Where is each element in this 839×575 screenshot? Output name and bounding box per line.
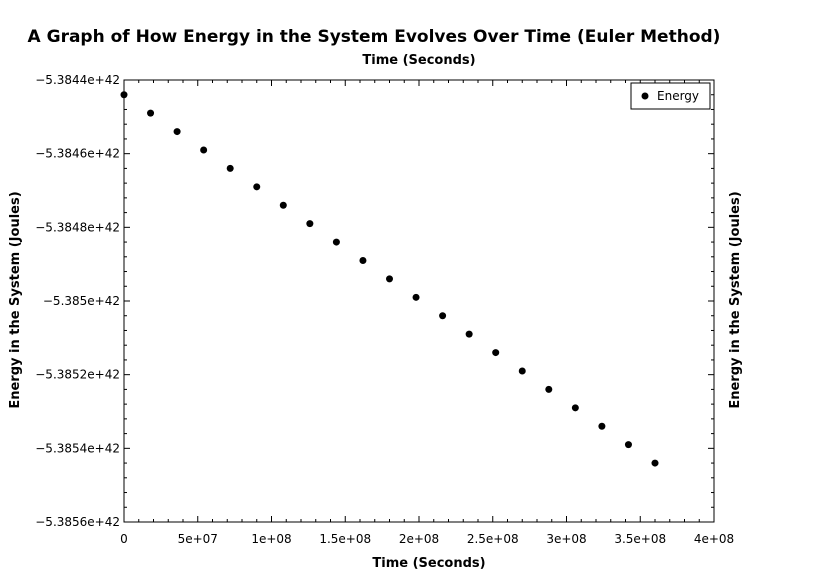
y-axis-label-right: Energy in the System (Joules) — [728, 191, 743, 408]
x-tick-label: 3.5e+08 — [614, 532, 666, 546]
x-tick-label: 4e+08 — [694, 532, 734, 546]
x-tick-label: 3e+08 — [546, 532, 586, 546]
y-axis-label-left: Energy in the System (Joules) — [8, 191, 23, 408]
x-tick-label: 2e+08 — [399, 532, 439, 546]
data-point — [651, 459, 659, 467]
data-point — [332, 238, 340, 246]
plot-area-frame — [123, 79, 715, 523]
data-point — [306, 220, 314, 228]
data-point — [253, 183, 261, 191]
x-axis-label-top: Time (Seconds) — [362, 53, 475, 68]
x-axis-label-bottom: Time (Seconds) — [372, 556, 485, 571]
y-tick-label: −5.3844e+42 — [35, 73, 120, 87]
data-point — [120, 91, 128, 99]
y-tick-label: −5.3848e+42 — [35, 220, 120, 234]
data-point — [598, 422, 606, 430]
tick-labels: 0 5e+07 1e+08 1.5e+08 2e+08 2.5e+08 3e+08 3.5e+… — [35, 73, 734, 546]
data-point — [412, 293, 420, 301]
data-point — [279, 201, 287, 209]
x-tick-label: 5e+07 — [178, 532, 218, 546]
y-tick-label: −5.3846e+42 — [35, 147, 120, 161]
data-point — [571, 404, 579, 412]
data-points — [120, 91, 659, 467]
data-point — [359, 256, 367, 264]
data-point — [147, 109, 155, 117]
chart-title: A Graph of How Energy in the System Evol… — [28, 27, 721, 47]
data-point — [173, 128, 181, 136]
legend: Energy — [630, 82, 711, 110]
data-point — [518, 367, 526, 375]
axis-ticks — [123, 79, 715, 523]
legend-marker — [641, 92, 649, 100]
x-tick-label: 0 — [120, 532, 128, 546]
x-tick-label: 2.5e+08 — [467, 532, 519, 546]
data-point — [226, 164, 234, 172]
data-point — [439, 312, 447, 320]
legend-label-energy: Energy — [657, 89, 699, 103]
data-point — [624, 441, 632, 449]
y-tick-label: −5.3856e+42 — [35, 515, 120, 529]
y-tick-label: −5.3854e+42 — [35, 441, 120, 455]
data-point — [545, 385, 553, 393]
data-point — [465, 330, 473, 338]
data-point — [200, 146, 208, 154]
y-tick-label: −5.3852e+42 — [35, 368, 120, 382]
x-tick-label: 1e+08 — [251, 532, 291, 546]
data-point — [386, 275, 393, 283]
data-point — [492, 349, 500, 357]
x-tick-label: 1.5e+08 — [319, 532, 371, 546]
y-tick-label: −5.385e+42 — [43, 294, 120, 308]
